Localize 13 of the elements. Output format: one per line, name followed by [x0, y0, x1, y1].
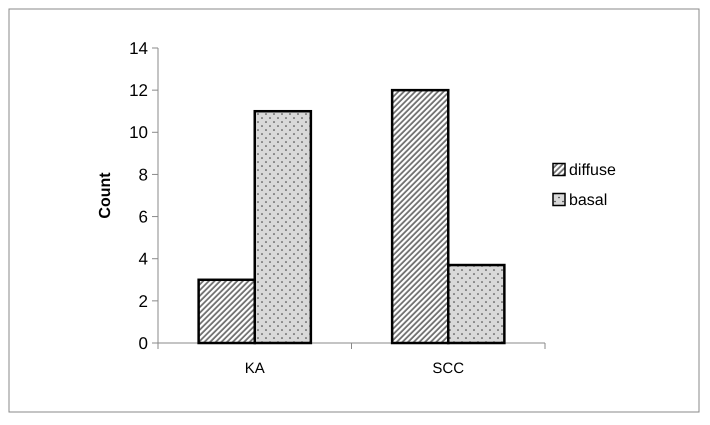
x-tick-label: SCC	[432, 360, 464, 377]
y-tick-label: 14	[129, 38, 148, 58]
y-axis-title: Count	[97, 172, 114, 219]
y-tick-label: 8	[138, 165, 148, 184]
y-tick-label: 6	[138, 208, 148, 227]
y-tick-label: 12	[129, 81, 148, 100]
y-tick-label: 10	[129, 123, 148, 142]
y-tick-label: 4	[138, 250, 148, 269]
x-tick-label: KA	[244, 360, 265, 377]
legend-label: diffuse	[569, 162, 616, 180]
legend-label: basal	[569, 192, 608, 210]
y-tick-label: 2	[138, 292, 148, 311]
y-tick-label: 0	[138, 334, 148, 353]
